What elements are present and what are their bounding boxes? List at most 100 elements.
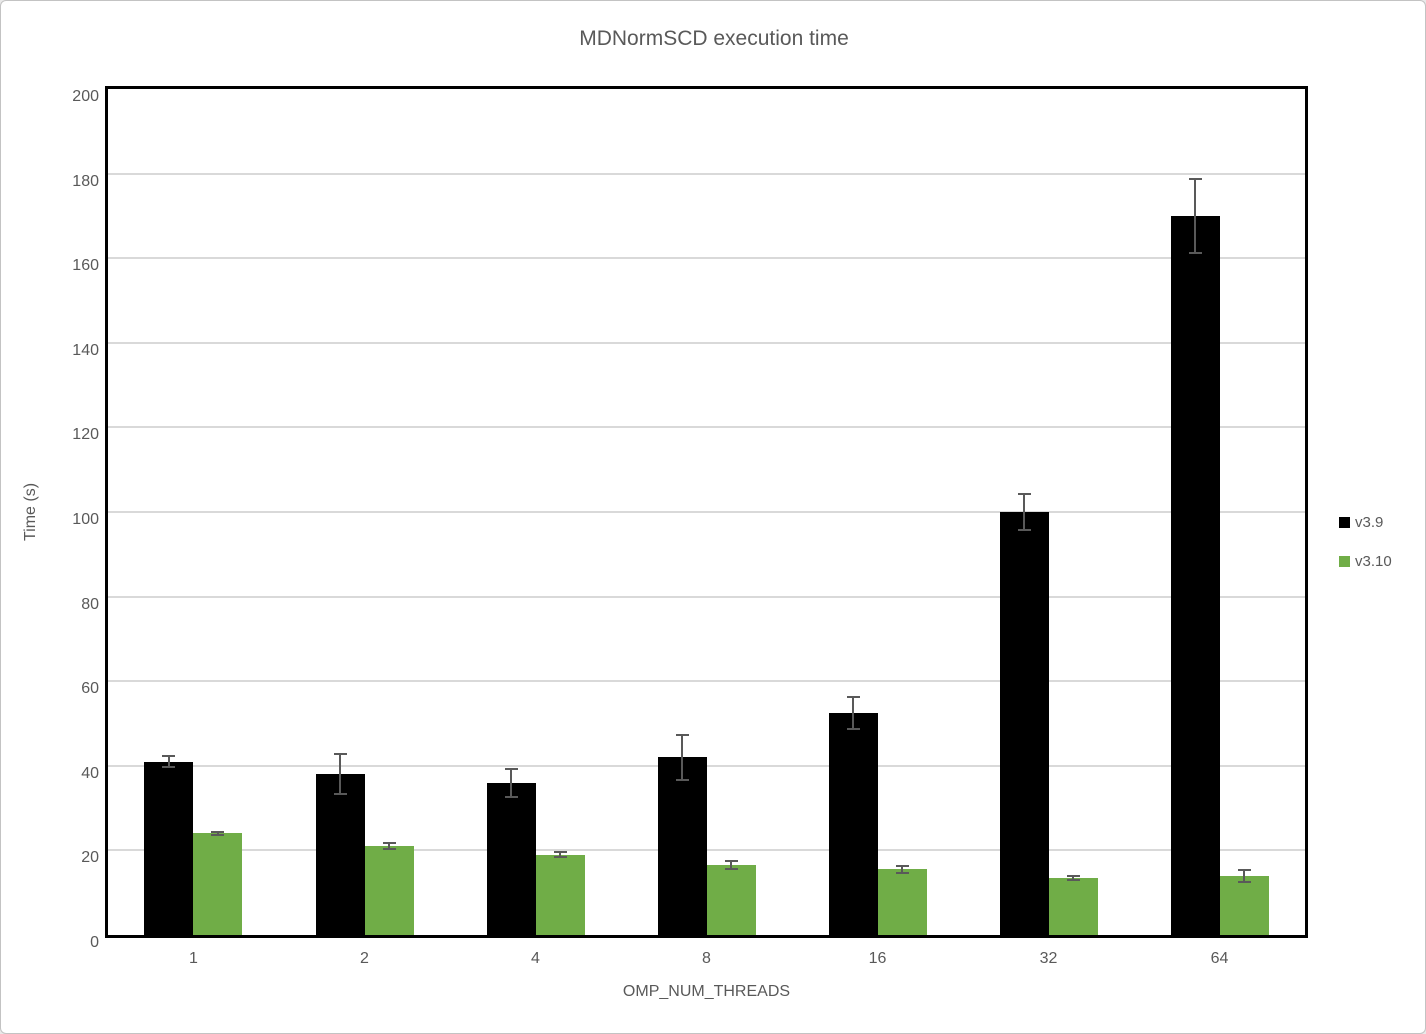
error-bar-part xyxy=(1066,874,1080,877)
bar-v3.10-4 xyxy=(535,854,585,935)
error-bar-part xyxy=(1237,869,1251,872)
legend-item-v3.10: v3.10 xyxy=(1339,554,1392,569)
legend: v3.9 v3.10 xyxy=(1339,515,1392,569)
y-tick-label: 40 xyxy=(81,764,99,782)
y-tick-label: 60 xyxy=(81,680,99,698)
error-bar-part xyxy=(852,696,854,730)
error-bar-part xyxy=(333,793,347,796)
error-bar-part xyxy=(553,851,567,854)
error-bar-part xyxy=(675,778,689,781)
y-tick-label: 100 xyxy=(72,511,99,528)
error-bar-v3.9-16 xyxy=(846,696,860,730)
error-bar-v3.10-8 xyxy=(724,860,738,871)
gridline xyxy=(108,511,1305,513)
legend-item-v3.9: v3.9 xyxy=(1339,515,1392,530)
gridline xyxy=(108,595,1305,598)
error-bar-part xyxy=(681,734,683,781)
error-bar-v3.9-32 xyxy=(1017,492,1031,532)
error-bar-v3.10-2 xyxy=(382,841,396,851)
error-bar-v3.10-1 xyxy=(211,830,225,837)
error-bar-part xyxy=(559,851,561,859)
error-bar-part xyxy=(1017,492,1031,495)
error-bar-part xyxy=(162,755,176,758)
error-bar-part xyxy=(730,860,732,871)
y-tick-label: 160 xyxy=(72,257,99,275)
bar-v3.9-16 xyxy=(828,712,878,935)
y-tick-label: 20 xyxy=(81,849,99,867)
error-bar-part xyxy=(382,848,396,851)
bar-v3.10-64 xyxy=(1219,875,1269,935)
error-bar-part xyxy=(504,795,518,798)
bar-v3.9-1 xyxy=(144,761,194,935)
legend-swatch-icon xyxy=(1339,517,1350,528)
error-bar-part xyxy=(846,727,860,730)
y-tick-label: 200 xyxy=(72,88,99,105)
bar-v3.9-2 xyxy=(315,774,365,935)
error-bar-v3.9-4 xyxy=(504,767,518,798)
y-tick-label: 180 xyxy=(72,172,99,190)
bar-v3.9-32 xyxy=(999,512,1049,935)
error-bar-v3.10-64 xyxy=(1237,869,1251,883)
gridline xyxy=(108,341,1305,344)
x-tick-label: 1 xyxy=(189,950,198,967)
plot-inner xyxy=(108,89,1305,935)
error-bar-v3.10-4 xyxy=(553,851,567,859)
x-tick-label: 8 xyxy=(702,950,711,967)
bar-v3.10-1 xyxy=(193,833,243,935)
error-bar-part xyxy=(553,856,567,859)
error-bar-v3.10-32 xyxy=(1066,874,1080,881)
y-tick-label: 120 xyxy=(72,426,99,444)
x-tick-label: 32 xyxy=(1039,950,1058,967)
error-bar-part xyxy=(333,753,347,756)
gridline xyxy=(108,764,1305,767)
error-bar-part xyxy=(1023,492,1025,532)
bar-v3.9-4 xyxy=(486,782,536,935)
error-bar-part xyxy=(382,841,396,844)
legend-label: v3.10 xyxy=(1355,553,1392,570)
error-bar-part xyxy=(162,765,176,768)
y-tick-label: 80 xyxy=(81,595,99,613)
error-bar-v3.9-1 xyxy=(162,755,176,768)
gridline xyxy=(108,426,1305,429)
legend-label: v3.9 xyxy=(1355,514,1384,531)
y-tick-label: 140 xyxy=(72,341,99,359)
error-bar-part xyxy=(1072,874,1074,881)
gridline xyxy=(108,849,1305,852)
error-bar-part xyxy=(895,865,909,868)
error-bar-part xyxy=(1194,177,1196,254)
error-bar-part xyxy=(1188,177,1202,180)
y-axis-tick-labels: 0 20 40 60 80 100 120 140 160 180 200 xyxy=(1,88,99,951)
gridline xyxy=(108,680,1305,683)
bar-v3.10-8 xyxy=(706,865,756,935)
error-bar-part xyxy=(1237,880,1251,883)
error-bar-part xyxy=(216,830,219,837)
y-tick-label: 0 xyxy=(90,934,99,951)
error-bar-part xyxy=(675,734,689,737)
error-bar-v3.9-64 xyxy=(1188,177,1202,254)
error-bar-v3.9-8 xyxy=(675,734,689,781)
error-bar-part xyxy=(1017,529,1031,532)
error-bar-part xyxy=(211,830,225,833)
bar-v3.9-64 xyxy=(1170,215,1220,935)
bar-v3.10-16 xyxy=(877,869,927,935)
error-bar-v3.10-16 xyxy=(895,865,909,874)
error-bar-part xyxy=(724,868,738,871)
gridline xyxy=(108,172,1305,175)
bar-v3.10-2 xyxy=(364,846,414,935)
error-bar-part xyxy=(1066,878,1080,881)
x-tick-label: 16 xyxy=(868,950,887,967)
error-bar-part xyxy=(339,753,341,796)
error-bar-part xyxy=(167,755,170,768)
error-bar-part xyxy=(510,767,512,798)
bar-v3.10-32 xyxy=(1048,877,1098,935)
legend-swatch-icon xyxy=(1339,556,1350,567)
x-axis-title: OMP_NUM_THREADS xyxy=(622,983,791,1000)
plot-area xyxy=(105,86,1308,938)
error-bar-part xyxy=(1243,869,1245,883)
error-bar-part xyxy=(211,834,225,837)
error-bar-part xyxy=(895,871,909,874)
x-axis-tick-labels: 1 2 4 8 16 32 64 xyxy=(108,951,1305,971)
error-bar-v3.9-2 xyxy=(333,753,347,796)
chart-title: MDNormSCD execution time xyxy=(579,27,849,50)
